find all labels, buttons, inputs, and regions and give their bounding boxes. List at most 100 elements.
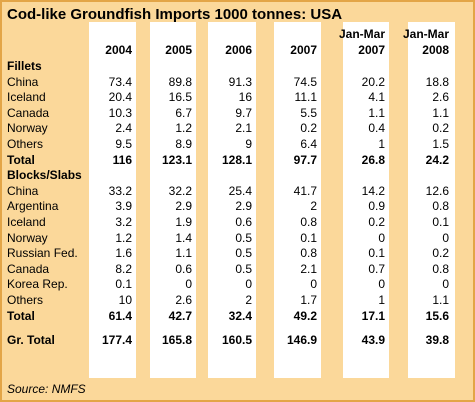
table-row-label: China: [7, 74, 39, 89]
table-row-label: Norway: [7, 230, 48, 245]
total-row-label: Total: [7, 308, 35, 323]
table-row-value: 2.9: [235, 199, 252, 214]
table-row-value: 0: [185, 277, 192, 292]
total-row-value: 17.1: [361, 308, 385, 323]
table-row-value: 1.1: [368, 105, 385, 120]
total-row-value: 123.1: [161, 152, 192, 167]
table-row-value: 0.6: [175, 261, 192, 276]
column-panel: [408, 22, 455, 378]
table-row-value: 0.8: [432, 261, 449, 276]
table-row-value: 2.1: [300, 261, 317, 276]
grand-total-row-value: 43.9: [361, 333, 385, 348]
column-panel: [343, 22, 389, 378]
total-row-value: 116: [112, 152, 132, 167]
table-row-value: 91.3: [228, 74, 252, 89]
total-row-value: 128.1: [221, 152, 252, 167]
table-row-value: 1.1: [432, 293, 449, 307]
table-row-label: China: [7, 183, 39, 198]
table-row-value: 1.1: [175, 246, 192, 261]
column-header-line2: 2008: [422, 43, 449, 57]
table-row-value: 0.1: [300, 230, 317, 245]
table-row-value: 1.2: [115, 230, 132, 245]
grand-total-row-value: 177.4: [101, 333, 132, 348]
table-row-label: Others: [7, 137, 44, 151]
table-row-label: Iceland: [7, 90, 46, 105]
table-row-value: 1.6: [115, 246, 132, 261]
column-header-line1: Jan-Mar: [402, 27, 449, 41]
table-row-value: 6.7: [175, 105, 192, 120]
total-row-value: 24.2: [425, 152, 449, 167]
grand-total-row-value: 160.5: [221, 333, 252, 348]
table-row-value: 9: [245, 137, 252, 151]
table-row-label: Argentina: [7, 199, 59, 214]
table-row-value: 0.8: [300, 246, 317, 261]
table-row-label: Korea Rep.: [7, 277, 68, 292]
table-row-value: 10.3: [108, 105, 132, 120]
column-header-line1: [259, 27, 317, 42]
table-row-value: 0.2: [432, 121, 449, 136]
table-row-value: 32.2: [168, 183, 192, 198]
table-row-value: 20.2: [361, 74, 385, 89]
table-row-value: 3.9: [115, 199, 132, 214]
section-heading: Fillets: [7, 59, 42, 73]
table-row-value: 33.2: [108, 183, 132, 198]
table-row-value: 16.5: [168, 90, 192, 105]
table-row-value: 2.6: [432, 90, 449, 105]
section-heading: Blocks/Slabs: [7, 168, 82, 183]
table-row-value: 0: [442, 230, 449, 245]
table-row-label: Russian Fed.: [7, 246, 78, 261]
source-note: Source: NMFS: [7, 382, 86, 396]
table-row-value: 0: [442, 277, 449, 292]
table-row-label: Others: [7, 293, 44, 307]
table-row-value: 0.1: [368, 246, 385, 261]
table-row-value: 73.4: [108, 74, 132, 89]
table-row-value: 25.4: [228, 183, 252, 198]
table-row-value: 1.4: [175, 230, 192, 245]
table-row-value: 3.2: [115, 215, 132, 229]
table-row-value: 6.4: [300, 137, 317, 151]
table-row-value: 2.6: [175, 293, 192, 307]
table-row-value: 2: [245, 293, 252, 307]
column-panel: [208, 22, 256, 378]
column-panel: [89, 22, 136, 378]
table-row-value: 0.1: [432, 215, 449, 229]
table-row-value: 11.1: [294, 90, 317, 105]
table-row-value: 74.5: [293, 74, 317, 89]
table-row-value: 18.8: [425, 74, 449, 89]
total-row-value: 42.7: [168, 308, 192, 323]
table-row-value: 0.7: [368, 261, 385, 276]
table-row-value: 14.2: [361, 183, 385, 198]
table-row-value: 0.8: [300, 215, 317, 229]
column-panel: [274, 22, 321, 378]
table-row-value: 0: [310, 277, 317, 292]
table-row-value: 0.5: [235, 261, 252, 276]
grand-total-row-value: 165.8: [161, 333, 192, 348]
table-row-value: 8.9: [175, 137, 192, 151]
total-row-value: 61.4: [108, 308, 132, 323]
table-row-label: Iceland: [7, 215, 46, 229]
column-header-line1: [194, 27, 252, 42]
table-row-value: 0.4: [368, 121, 385, 136]
table-row-value: 0.2: [432, 246, 449, 261]
total-row-value: 26.8: [361, 152, 385, 167]
total-row-label: Total: [7, 152, 35, 167]
table-row-value: 0.6: [235, 215, 252, 229]
column-panel: [150, 22, 196, 378]
table-row-value: 0.1: [115, 277, 132, 292]
table-row-value: 2.4: [115, 121, 132, 136]
table-row-value: 0: [378, 277, 385, 292]
column-header-line1: [134, 27, 192, 42]
table-row-value: 2: [310, 199, 317, 214]
table-row-label: Norway: [7, 121, 48, 136]
table-row-value: 41.7: [293, 183, 317, 198]
table-row-value: 12.6: [425, 183, 449, 198]
table-row-value: 0.5: [235, 246, 252, 261]
table-row-value: 1: [378, 137, 385, 151]
column-header-line1: [74, 27, 132, 42]
table-row-value: 89.8: [168, 74, 192, 89]
column-header-line2: 2004: [105, 43, 132, 57]
table-row-value: 16: [238, 90, 252, 105]
table-row-value: 1.7: [300, 293, 317, 307]
table-row-value: 8.2: [115, 261, 132, 276]
